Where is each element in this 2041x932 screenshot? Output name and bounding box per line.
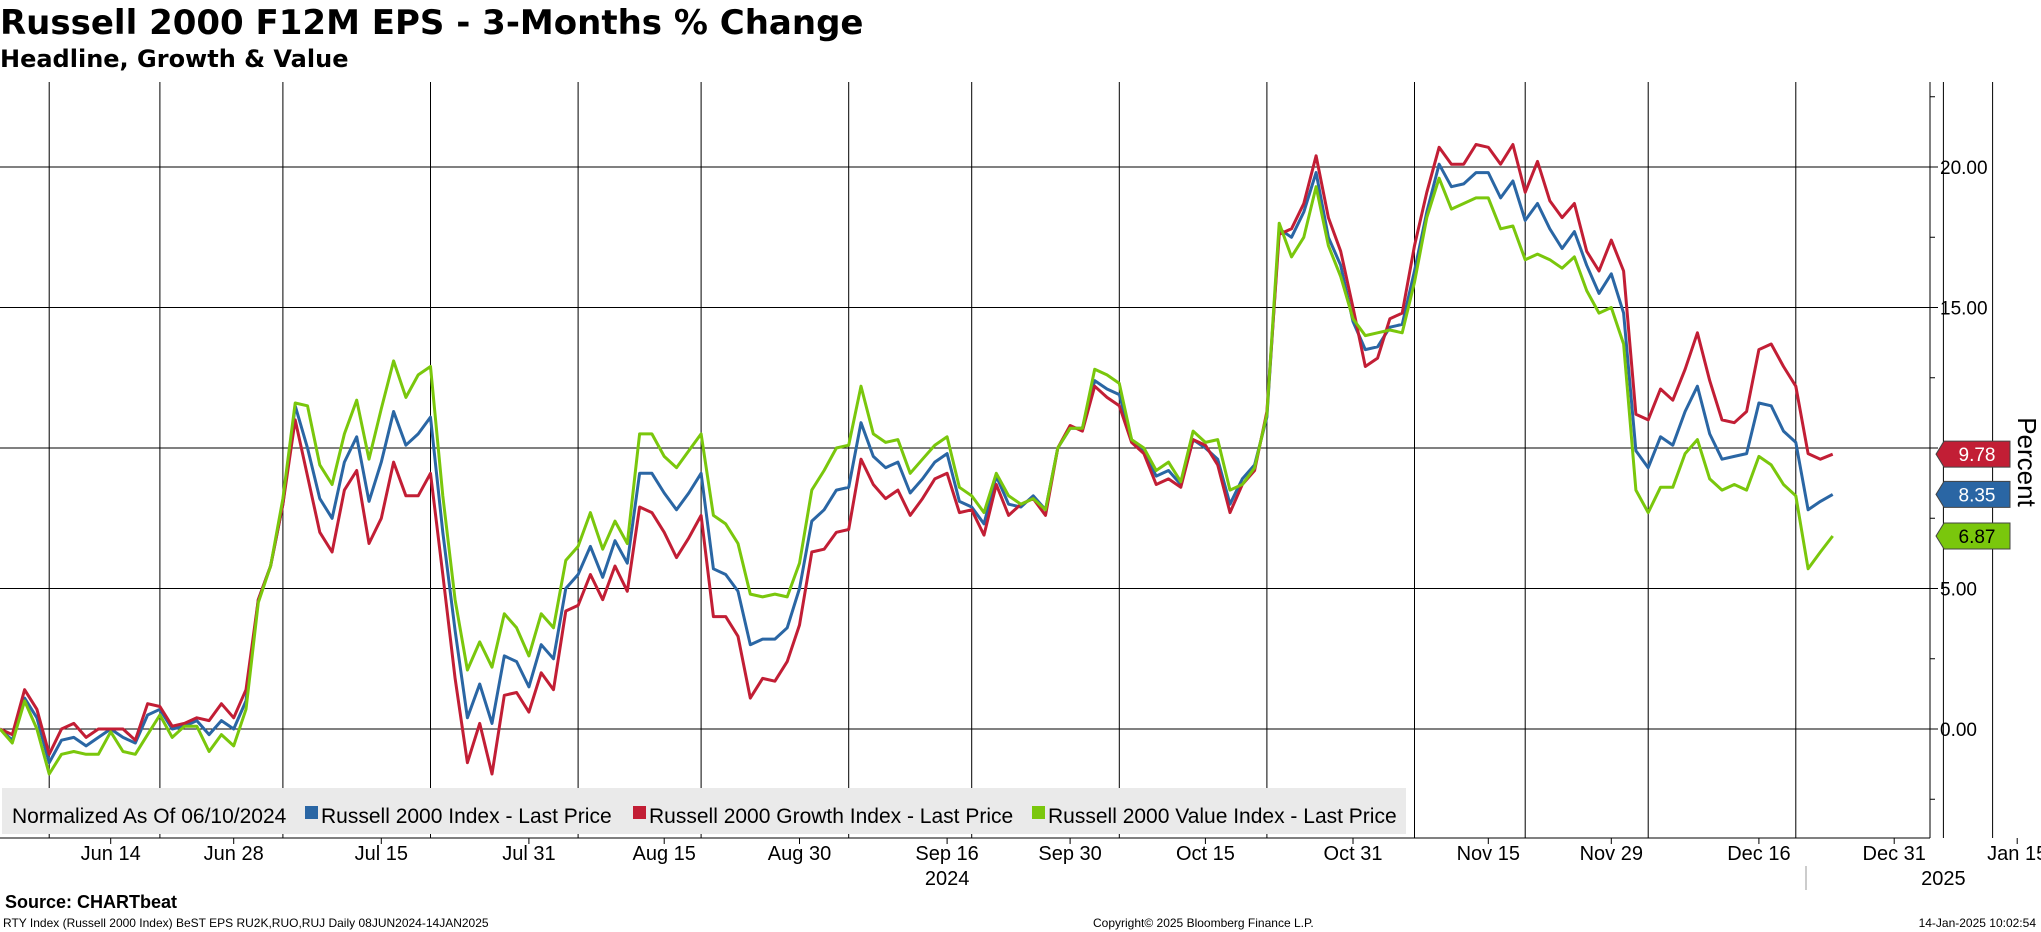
x-tick-label: Nov 15 bbox=[1457, 843, 1520, 865]
timestamp: 14-Jan-2025 10:02:54 bbox=[1919, 916, 2037, 930]
x-tick-label: Jun 28 bbox=[204, 843, 264, 865]
gridlines bbox=[0, 82, 1994, 838]
legend: Normalized As Of 06/10/2024 Russell 2000… bbox=[2, 788, 1406, 834]
legend-label-growth: Russell 2000 Growth Index - Last Price bbox=[649, 805, 1013, 828]
x-tick-label: Jul 15 bbox=[355, 843, 408, 865]
y-tick-label: 0.00 bbox=[1940, 720, 1977, 741]
x-axis-ticks: Jun 14 Jun 28 Jul 15 Jul 31 Aug 15 Aug 30 Sep … bbox=[81, 838, 2041, 890]
chart-title: Russell 2000 F12M EPS - 3-Months % Chang… bbox=[0, 3, 863, 43]
x-tick-label: Dec 16 bbox=[1727, 843, 1790, 865]
series-info: RTY Index (Russell 2000 Index) BeST EPS … bbox=[3, 916, 489, 930]
x-tick-label: Sep 30 bbox=[1038, 843, 1101, 865]
last-value-headline: 8.35 bbox=[1959, 485, 1996, 506]
legend-prefix: Normalized As Of 06/10/2024 bbox=[12, 805, 287, 828]
x-tick-label: Sep 16 bbox=[915, 843, 978, 865]
chart-subtitle: Headline, Growth & Value bbox=[0, 45, 348, 73]
last-value-value: 6.87 bbox=[1959, 527, 1996, 548]
x-tick-label: Oct 15 bbox=[1176, 843, 1235, 865]
x-year-label: 2025 bbox=[1921, 868, 1966, 890]
legend-swatch-growth bbox=[633, 806, 646, 819]
copyright: Copyright© 2025 Bloomberg Finance L.P. bbox=[1093, 916, 1314, 930]
x-tick-label: Aug 30 bbox=[768, 843, 831, 865]
last-value-growth: 9.78 bbox=[1959, 445, 1996, 466]
legend-background bbox=[2, 788, 1406, 834]
series-layer bbox=[0, 143, 1834, 776]
x-year-label: 2024 bbox=[925, 868, 970, 890]
last-value-tag-headline bbox=[1935, 480, 2011, 508]
x-tick-label: Jun 14 bbox=[81, 843, 141, 865]
x-tick-label: Dec 31 bbox=[1863, 843, 1926, 865]
series-line-headline bbox=[0, 162, 1834, 765]
x-tick-label: Jan 15 bbox=[1987, 843, 2041, 865]
source-label: Source: CHARTbeat bbox=[5, 892, 177, 912]
x-tick-label: Oct 31 bbox=[1324, 843, 1383, 865]
legend-swatch-value bbox=[1032, 806, 1045, 819]
y-tick-label: 15.00 bbox=[1940, 299, 1988, 320]
last-value-labels: 9.78 8.35 6.87 bbox=[1935, 440, 2011, 550]
y-tick-label: 20.00 bbox=[1940, 158, 1988, 179]
x-tick-label: Jul 31 bbox=[502, 843, 555, 865]
series-line-value bbox=[0, 176, 1834, 776]
x-tick-label: Aug 15 bbox=[633, 843, 696, 865]
legend-label-headline: Russell 2000 Index - Last Price bbox=[321, 805, 612, 828]
y-axis-label: Percent bbox=[2012, 417, 2041, 507]
last-value-tag-value bbox=[1935, 522, 2011, 550]
last-value-tag-growth bbox=[1935, 440, 2011, 468]
y-tick-label: 5.00 bbox=[1940, 580, 1977, 601]
series-line-growth bbox=[0, 143, 1834, 776]
legend-label-value: Russell 2000 Value Index - Last Price bbox=[1048, 805, 1397, 828]
legend-swatch-headline bbox=[305, 806, 318, 819]
x-tick-label: Nov 29 bbox=[1580, 843, 1643, 865]
